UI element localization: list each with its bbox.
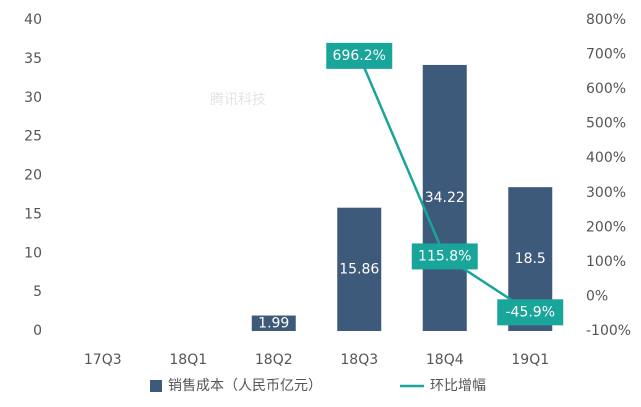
bar-label: 18.5 <box>515 251 546 267</box>
line-label: -45.9% <box>505 304 555 320</box>
bar-label: 1.99 <box>258 315 289 331</box>
x-tick-label: 19Q1 <box>511 352 549 368</box>
legend-label: 环比增幅 <box>430 378 486 394</box>
label-box <box>411 243 478 270</box>
line-label: 115.8% <box>418 248 471 264</box>
y2-tick-label: 200% <box>586 219 626 235</box>
y-tick-label: 10 <box>24 245 42 261</box>
y-tick-label: 40 <box>24 12 42 28</box>
y2-tick-label: 600% <box>586 81 626 97</box>
legend-label: 销售成本（人民币亿元） <box>168 378 322 394</box>
y2-tick-label: -100% <box>586 323 631 339</box>
y-tick-label: 20 <box>24 168 42 184</box>
y2-tick-label: 0% <box>586 288 608 304</box>
x-tick-label: 18Q2 <box>255 352 293 368</box>
label-box <box>326 42 393 69</box>
x-tick-label: 18Q1 <box>169 352 207 368</box>
legend-swatch <box>150 380 162 392</box>
y-tick-label: 30 <box>24 90 42 106</box>
x-tick-label: 18Q3 <box>340 352 378 368</box>
y2-tick-label: 800% <box>586 12 626 28</box>
y-tick-label: 25 <box>24 129 42 145</box>
label-box <box>497 299 564 326</box>
y-tick-label: 35 <box>24 51 42 67</box>
x-tick-label: 18Q4 <box>426 352 464 368</box>
y2-tick-label: 700% <box>586 47 626 63</box>
bar-label: 34.22 <box>425 190 465 206</box>
y-tick-label: 5 <box>33 284 42 300</box>
y2-tick-label: 400% <box>586 150 626 166</box>
y2-tick-label: 500% <box>586 116 626 132</box>
bar <box>422 64 467 331</box>
y-tick-label: 15 <box>24 206 42 222</box>
y-tick-label: 0 <box>33 323 42 339</box>
y2-tick-label: 300% <box>586 185 626 201</box>
bar <box>251 315 296 331</box>
line-label: 696.2% <box>333 48 386 64</box>
y2-tick-label: 100% <box>586 254 626 270</box>
bar-label: 15.86 <box>339 261 379 277</box>
watermark: 腾讯科技 <box>210 91 266 108</box>
bar <box>337 207 382 331</box>
x-tick-label: 17Q3 <box>84 352 122 368</box>
